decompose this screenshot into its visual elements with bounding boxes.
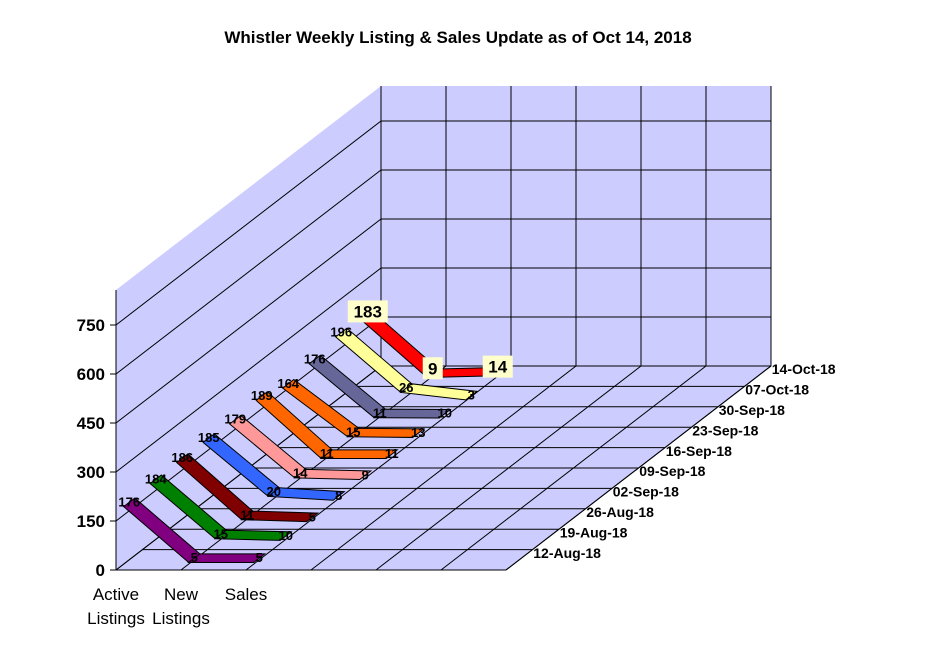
series-ribbon xyxy=(202,433,346,501)
series-ribbon xyxy=(149,474,293,541)
series-ribbon xyxy=(122,497,267,564)
y-tick-label: 300 xyxy=(77,463,105,482)
data-label: 183 xyxy=(354,302,382,321)
data-label: 11 xyxy=(373,405,387,420)
series-label: 07-Oct-18 xyxy=(745,382,809,398)
data-label: 176 xyxy=(304,352,326,367)
data-label-box xyxy=(422,357,443,380)
data-label: 14 xyxy=(488,358,507,377)
ribbon-segment xyxy=(319,449,399,459)
ribbon-segment xyxy=(372,408,452,419)
series-label: 23-Sep-18 xyxy=(692,422,758,438)
y-tick-label: 0 xyxy=(96,561,105,580)
ribbon-segment xyxy=(213,529,293,541)
series-label: 26-Aug-18 xyxy=(586,504,654,520)
category-label: Listings xyxy=(152,609,210,628)
data-label: 185 xyxy=(198,430,220,445)
data-label: 176 xyxy=(118,494,140,509)
data-label: 15 xyxy=(346,425,360,440)
data-label: 179 xyxy=(224,412,246,427)
data-label: 14 xyxy=(293,466,308,481)
series-label: 14-Oct-18 xyxy=(772,361,836,377)
series-ribbon xyxy=(334,327,479,401)
series-label: 30-Sep-18 xyxy=(719,402,785,418)
data-label: 5 xyxy=(309,509,316,524)
series-ribbon xyxy=(281,378,426,438)
data-label: 13 xyxy=(411,425,425,440)
y-tick-label: 150 xyxy=(77,512,105,531)
y-tick-label: 450 xyxy=(77,414,105,433)
data-label-box xyxy=(347,300,388,323)
ribbon-segment xyxy=(240,510,320,523)
series-label: 16-Sep-18 xyxy=(666,443,732,459)
data-label: 3 xyxy=(468,388,475,403)
plot-area: 0 150 300 450 600 750 Active Listings New Listing… xyxy=(77,86,836,628)
series-ribbon xyxy=(308,354,452,419)
data-label: 11 xyxy=(240,507,254,522)
series-label: 09-Sep-18 xyxy=(639,463,705,479)
category-label: Active xyxy=(93,585,139,604)
data-label: 9 xyxy=(428,359,437,378)
data-label: 10 xyxy=(438,406,452,421)
data-label: 26 xyxy=(399,380,413,395)
data-label: 196 xyxy=(330,325,352,340)
category-label: New xyxy=(164,585,199,604)
ribbon-segment xyxy=(399,383,479,401)
category-label: Sales xyxy=(225,585,268,604)
series-ribbon xyxy=(255,391,399,460)
data-label: 189 xyxy=(251,388,273,403)
series-label: 12-Aug-18 xyxy=(533,545,601,561)
data-label: 15 xyxy=(214,527,228,542)
series-label: 02-Sep-18 xyxy=(613,484,679,500)
data-label: 20 xyxy=(267,484,281,499)
ribbon-segment xyxy=(346,427,426,438)
category-label: Listings xyxy=(87,609,145,628)
chart-title: Whistler Weekly Listing & Sales Update a… xyxy=(224,28,691,47)
data-label: 5 xyxy=(191,550,198,565)
ribbon-segment xyxy=(293,468,373,481)
side-wall xyxy=(116,86,381,570)
data-label: 11 xyxy=(385,446,399,461)
ribbon-segment xyxy=(187,553,267,563)
series-ribbon xyxy=(175,453,320,523)
depth-axis xyxy=(505,365,772,571)
data-label: 184 xyxy=(145,471,167,486)
data-label: 164 xyxy=(277,376,299,391)
data-label: 8 xyxy=(335,488,342,503)
y-tick-label: 600 xyxy=(77,365,105,384)
y-tick-label: 750 xyxy=(77,316,105,335)
data-label: 9 xyxy=(362,467,369,482)
data-label: 186 xyxy=(171,450,193,465)
series-ribbon xyxy=(228,414,373,481)
data-label: 10 xyxy=(279,528,293,543)
data-label: 11 xyxy=(320,446,334,461)
series-label: 19-Aug-18 xyxy=(560,524,628,540)
data-label: 5 xyxy=(256,550,263,565)
ribbon-segment xyxy=(266,487,346,501)
data-label-box xyxy=(482,355,513,378)
